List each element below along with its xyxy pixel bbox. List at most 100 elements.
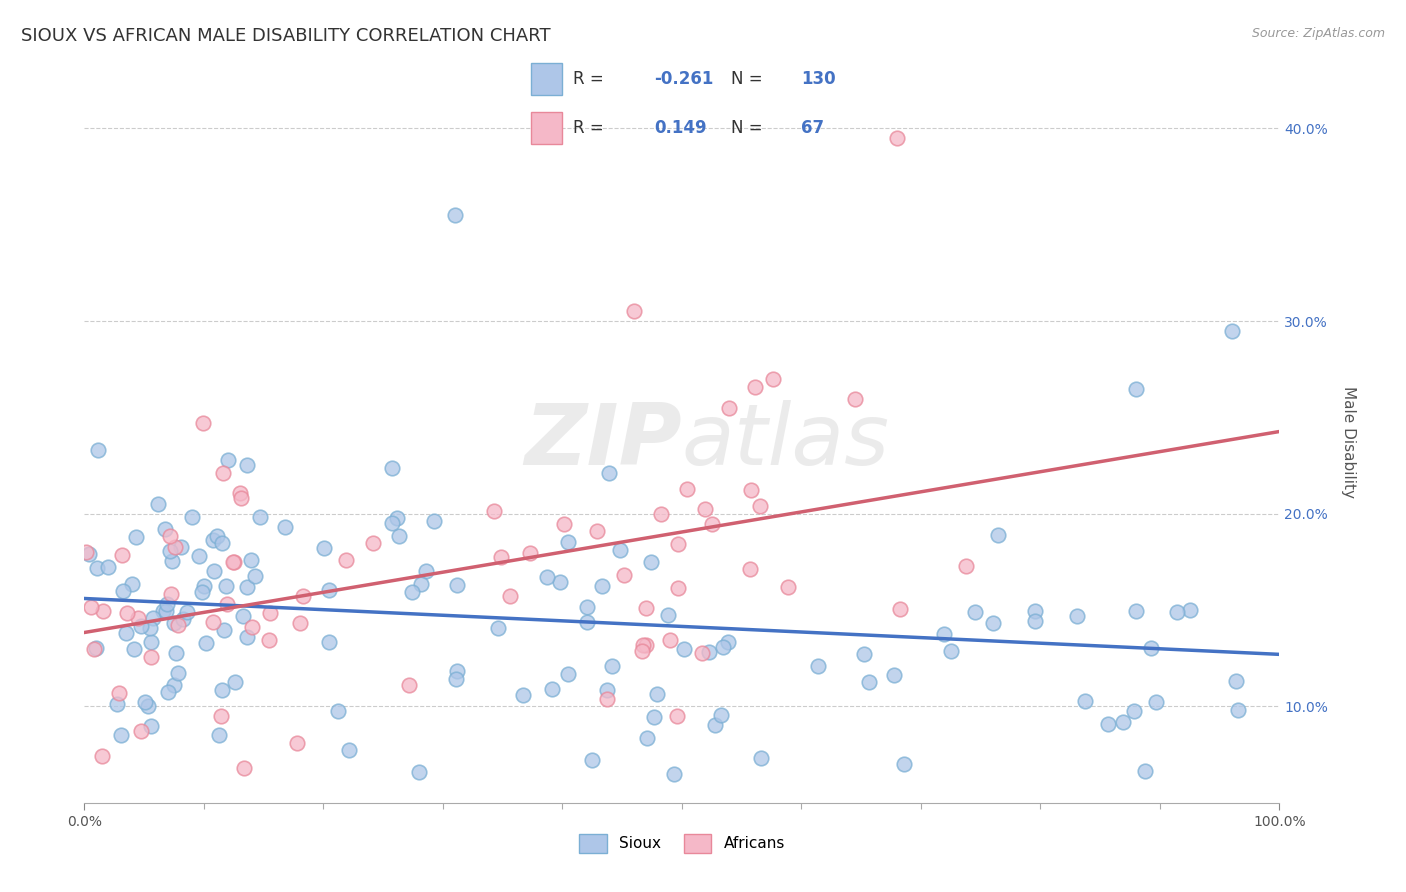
Point bbox=[159, 528, 181, 542]
Point bbox=[415, 564, 437, 578]
Text: Source: ZipAtlas.com: Source: ZipAtlas.com bbox=[1251, 27, 1385, 40]
Point bbox=[202, 533, 225, 547]
Point bbox=[446, 673, 468, 687]
Point bbox=[87, 443, 110, 458]
Point bbox=[273, 520, 295, 534]
Point bbox=[675, 482, 697, 496]
Point bbox=[1024, 604, 1046, 618]
Point bbox=[91, 605, 114, 619]
Point bbox=[657, 607, 679, 622]
Point bbox=[170, 540, 193, 554]
Point bbox=[738, 561, 761, 575]
Point bbox=[1226, 703, 1249, 717]
Point bbox=[664, 767, 686, 781]
Text: SIOUX VS AFRICAN MALE DISABILITY CORRELATION CHART: SIOUX VS AFRICAN MALE DISABILITY CORRELA… bbox=[21, 27, 551, 45]
Point bbox=[666, 581, 689, 595]
Point bbox=[1140, 640, 1163, 655]
Point bbox=[883, 667, 905, 681]
Point bbox=[259, 606, 281, 620]
Point bbox=[557, 535, 579, 549]
Point bbox=[636, 731, 658, 745]
Point bbox=[202, 564, 225, 578]
Point bbox=[484, 504, 506, 518]
Point bbox=[408, 764, 430, 779]
Point bbox=[176, 605, 198, 619]
Point bbox=[111, 548, 134, 562]
Point bbox=[127, 610, 149, 624]
Point bbox=[80, 599, 103, 614]
Point bbox=[717, 634, 740, 648]
Point bbox=[232, 609, 254, 624]
Point bbox=[193, 579, 215, 593]
Point bbox=[704, 718, 727, 732]
Y-axis label: Male Disability: Male Disability bbox=[1341, 385, 1355, 498]
Point bbox=[1135, 764, 1157, 779]
Point bbox=[114, 625, 136, 640]
Point bbox=[575, 615, 598, 630]
Point bbox=[221, 555, 243, 569]
Point bbox=[191, 584, 214, 599]
Point bbox=[172, 612, 194, 626]
Point bbox=[125, 530, 148, 544]
Point bbox=[748, 500, 770, 514]
Point bbox=[444, 208, 467, 222]
Point bbox=[623, 304, 645, 318]
Point bbox=[536, 570, 558, 584]
Point bbox=[598, 466, 620, 480]
Point bbox=[1146, 695, 1168, 709]
Point bbox=[318, 582, 340, 597]
Point bbox=[163, 540, 186, 554]
Point bbox=[211, 536, 233, 550]
Point bbox=[236, 630, 259, 644]
Point bbox=[108, 686, 131, 700]
Point bbox=[148, 497, 170, 511]
Point bbox=[548, 575, 571, 590]
Point bbox=[1180, 603, 1202, 617]
Point bbox=[381, 460, 404, 475]
Point bbox=[141, 649, 163, 664]
Point bbox=[1225, 674, 1247, 689]
Point bbox=[105, 698, 128, 712]
Text: 130: 130 bbox=[801, 70, 837, 87]
Point bbox=[215, 579, 238, 593]
Point bbox=[981, 616, 1004, 631]
Point bbox=[581, 753, 603, 767]
Point bbox=[163, 615, 186, 630]
Point bbox=[139, 622, 162, 636]
Point bbox=[388, 529, 411, 543]
Text: -0.261: -0.261 bbox=[654, 70, 713, 87]
Point bbox=[136, 698, 159, 713]
Point bbox=[236, 580, 259, 594]
Point bbox=[446, 578, 468, 592]
Text: 0.149: 0.149 bbox=[654, 119, 706, 136]
Point bbox=[446, 664, 468, 678]
Point bbox=[229, 491, 252, 505]
Point bbox=[312, 541, 335, 555]
Point bbox=[195, 636, 218, 650]
Point bbox=[636, 638, 658, 652]
Point bbox=[361, 536, 384, 550]
Point bbox=[318, 634, 340, 648]
Point bbox=[844, 392, 866, 406]
Point bbox=[285, 735, 308, 749]
Point bbox=[499, 589, 522, 603]
Point bbox=[217, 453, 239, 467]
Point bbox=[122, 642, 145, 657]
Point bbox=[700, 517, 723, 532]
Point bbox=[1125, 382, 1147, 396]
Point bbox=[557, 666, 579, 681]
Point bbox=[1097, 717, 1119, 731]
Point bbox=[155, 604, 177, 618]
Text: N =: N = bbox=[731, 70, 768, 87]
Point bbox=[201, 615, 224, 629]
Point bbox=[512, 688, 534, 702]
Text: 67: 67 bbox=[801, 119, 824, 136]
Point bbox=[672, 642, 695, 657]
Point bbox=[83, 641, 105, 656]
Point bbox=[167, 666, 190, 681]
Point bbox=[339, 743, 361, 757]
Point bbox=[955, 558, 977, 573]
Point bbox=[711, 640, 734, 654]
Point bbox=[858, 674, 880, 689]
Point bbox=[209, 709, 232, 723]
